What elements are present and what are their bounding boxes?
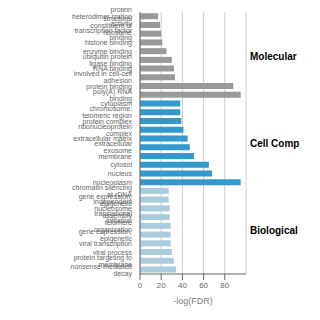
svg-text:histone binding: histone binding bbox=[85, 39, 132, 47]
svg-text:membrane: membrane bbox=[99, 153, 133, 160]
svg-text:proteinheterodimer-izationacti: proteinheterodimer-izationactivity bbox=[72, 8, 132, 28]
svg-text:80: 80 bbox=[220, 281, 229, 290]
svg-text:60: 60 bbox=[199, 281, 208, 290]
svg-text:cytosol: cytosol bbox=[110, 161, 132, 169]
svg-text:20: 20 bbox=[157, 281, 166, 290]
svg-text:viral transcription: viral transcription bbox=[79, 240, 132, 248]
svg-text:40: 40 bbox=[178, 281, 187, 290]
svg-text:nonsense-mediateddecay: nonsense-mediateddecay bbox=[71, 263, 133, 278]
svg-text:nucleus: nucleus bbox=[108, 170, 133, 177]
svg-text:-log(FDR): -log(FDR) bbox=[173, 296, 213, 306]
svg-text:0: 0 bbox=[138, 281, 143, 290]
